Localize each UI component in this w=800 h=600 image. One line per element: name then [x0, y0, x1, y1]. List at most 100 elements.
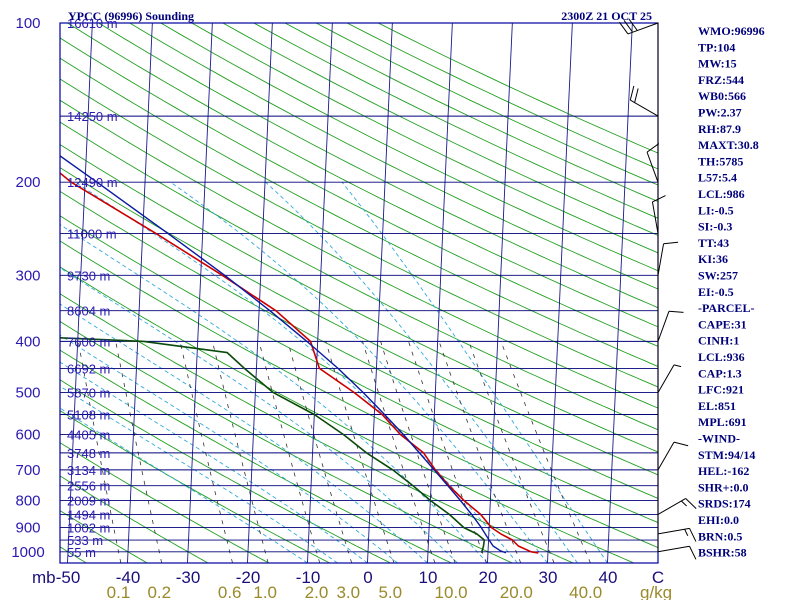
isotherm [307, 23, 333, 563]
wind-barb [618, 18, 659, 35]
moist-adiabat [265, 181, 578, 563]
dry-adiabat [129, 23, 658, 290]
mixing-ratio-label: 0.1 [107, 583, 131, 600]
wind-barb [657, 527, 697, 542]
index-line: KI:36 [698, 252, 728, 266]
dry-adiabat [60, 475, 209, 563]
index-line: RH:87.9 [698, 122, 741, 136]
dry-adiabat [60, 266, 635, 563]
height-label: 4405 m [67, 428, 110, 443]
wind-barb [657, 310, 684, 342]
index-line: HEL:-162 [698, 464, 749, 478]
pressure-unit-label: mb [32, 568, 56, 587]
dry-adiabat [60, 442, 270, 563]
isotherm [367, 23, 393, 563]
pressure-tick-label: 500 [15, 385, 40, 402]
dry-adiabat [67, 23, 658, 328]
temperature-tick-label: 0 [363, 568, 372, 587]
isotherm [127, 23, 153, 563]
index-line: L57:5.4 [698, 171, 737, 185]
index-line: LI:-0.5 [698, 203, 734, 217]
mixing-ratio-line [408, 341, 487, 563]
dry-adiabat [60, 99, 658, 409]
pressure-tick-label: 600 [15, 427, 40, 444]
dewpoint-profile [60, 337, 486, 553]
index-line: STM:94/14 [698, 448, 755, 462]
wind-barb [657, 545, 697, 560]
height-label: 533 m [67, 533, 103, 548]
height-label: 12490 m [67, 175, 118, 190]
index-line: MPL:691 [698, 415, 747, 429]
height-label: 14250 m [67, 109, 118, 124]
dry-adiabat [60, 144, 658, 453]
dry-adiabat [60, 510, 148, 563]
mixing-ratio-line [468, 341, 555, 563]
sounding-time: 2300Z 21 OCT 25 [561, 9, 652, 23]
temperature-tick-label: 30 [539, 568, 558, 587]
moist-adiabat [60, 224, 488, 563]
index-line: SW:257 [698, 269, 738, 283]
mixing-ratio-line [258, 341, 321, 563]
height-label: 2009 m [67, 494, 110, 509]
wind-barb [657, 364, 682, 393]
index-line: BRN:0.5 [698, 529, 742, 543]
mixing-ratio-label: 5.0 [378, 583, 402, 600]
isotherm [187, 23, 213, 563]
pressure-tick-label: 900 [15, 520, 40, 537]
dry-adiabat [60, 215, 658, 524]
mixing-ratio-label: 2.0 [305, 583, 329, 600]
pressure-tick-label: 200 [15, 174, 40, 191]
mixing-ratio-unit: g/kg [640, 583, 672, 600]
index-line: PW:2.37 [698, 106, 742, 120]
index-line: FRZ:544 [698, 73, 744, 87]
mixing-ratio-line [212, 341, 269, 563]
dry-adiabat [60, 190, 658, 499]
temperature-tick-label: 40 [599, 568, 618, 587]
mixing-ratio-label: 0.2 [147, 583, 171, 600]
temperature-tick-label: -20 [236, 568, 261, 587]
height-label: 7600 m [67, 334, 110, 349]
index-line: SRDS:174 [698, 497, 751, 511]
parcel-profile [60, 155, 507, 554]
isotherm [607, 23, 633, 563]
wind-barb [629, 85, 659, 117]
isotherm [427, 23, 453, 563]
dry-adiabat [191, 23, 658, 254]
index-line: CAP:1.3 [698, 366, 742, 380]
temperature-tick-label: -50 [56, 568, 81, 587]
mixing-ratio-line [179, 341, 233, 563]
index-line: TT:43 [698, 236, 729, 250]
index-line: LCL:986 [698, 187, 745, 201]
index-line: TH:5785 [698, 154, 743, 168]
moist-adiabat [60, 267, 458, 563]
index-line: MAXT:30.8 [698, 138, 759, 152]
pressure-tick-label: 100 [15, 15, 40, 32]
wind-barb [651, 195, 666, 234]
isotherm [67, 23, 93, 563]
mixing-ratio-label: 10.0 [435, 583, 468, 600]
index-line: CAPE:31 [698, 317, 747, 331]
moist-adiabat [60, 334, 398, 563]
dry-adiabat [60, 410, 330, 563]
temperature-profile [60, 171, 539, 554]
temperature-tick-label: -30 [176, 568, 201, 587]
wind-barb [657, 241, 679, 276]
dry-adiabat [160, 23, 658, 272]
mixing-ratio-label: 0.6 [218, 583, 242, 600]
dry-adiabat [60, 57, 658, 367]
dry-adiabat [60, 240, 658, 549]
pressure-tick-label: 700 [15, 462, 40, 479]
dry-adiabat [98, 23, 658, 309]
dry-adiabat [60, 37, 658, 347]
height-label: 1002 m [67, 521, 110, 536]
mixing-ratio-line [380, 341, 456, 563]
temperature-tick-label: -40 [116, 568, 141, 587]
mixing-ratio-label: 1.0 [253, 583, 277, 600]
moist-adiabat [60, 385, 338, 563]
index-line: EL:851 [698, 399, 736, 413]
wind-barb [657, 498, 697, 515]
pressure-tick-label: 800 [15, 493, 40, 510]
isotherm [487, 23, 513, 563]
